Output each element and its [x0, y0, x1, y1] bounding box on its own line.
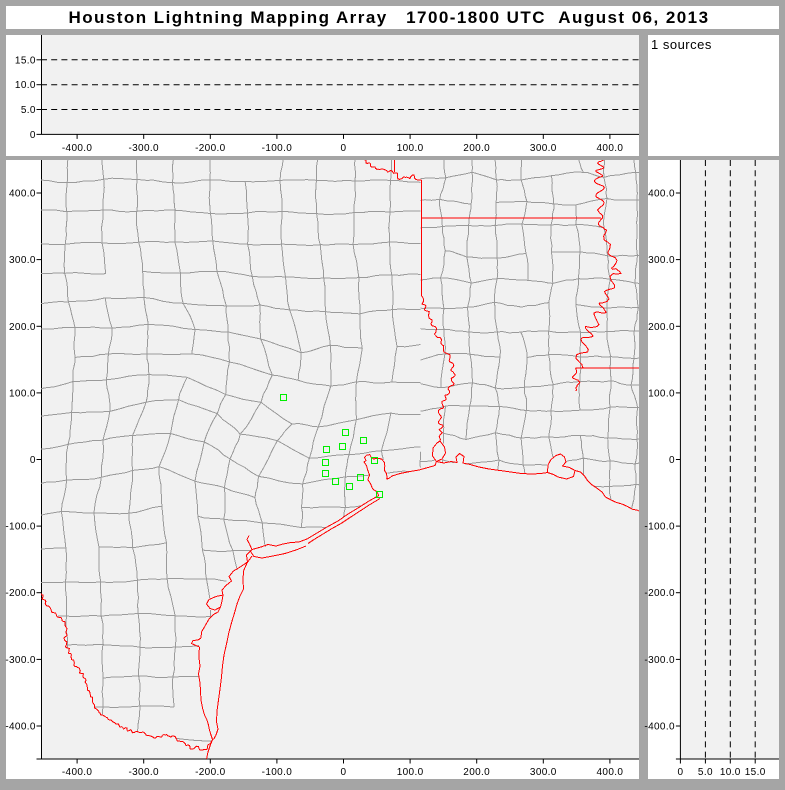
svg-text:-300.0: -300.0	[128, 767, 159, 778]
svg-text:-200.0: -200.0	[195, 767, 226, 778]
svg-text:200.0: 200.0	[9, 322, 36, 333]
svg-text:-300.0: -300.0	[128, 143, 159, 154]
svg-text:0: 0	[30, 455, 36, 466]
svg-text:-300.0: -300.0	[644, 655, 675, 666]
svg-text:300.0: 300.0	[9, 255, 36, 266]
svg-text:300.0: 300.0	[530, 767, 557, 778]
svg-text:200.0: 200.0	[648, 322, 675, 333]
svg-text:400.0: 400.0	[597, 143, 624, 154]
svg-text:1 sources: 1 sources	[651, 37, 712, 52]
svg-text:400.0: 400.0	[9, 189, 36, 200]
svg-text:-200.0: -200.0	[644, 588, 675, 599]
svg-text:400.0: 400.0	[648, 189, 675, 200]
svg-text:-400.0: -400.0	[5, 722, 36, 733]
svg-text:200.0: 200.0	[463, 767, 490, 778]
svg-text:100.0: 100.0	[9, 388, 36, 399]
svg-text:400.0: 400.0	[597, 767, 624, 778]
svg-text:5.0: 5.0	[21, 105, 36, 116]
svg-text:-400.0: -400.0	[644, 722, 675, 733]
svg-text:-100.0: -100.0	[262, 143, 293, 154]
svg-text:300.0: 300.0	[648, 255, 675, 266]
svg-text:-200.0: -200.0	[5, 588, 36, 599]
svg-text:15.0: 15.0	[15, 55, 36, 66]
svg-text:100.0: 100.0	[648, 388, 675, 399]
svg-text:100.0: 100.0	[397, 143, 424, 154]
svg-text:-400.0: -400.0	[62, 143, 93, 154]
svg-text:100.0: 100.0	[397, 767, 424, 778]
svg-text:-100.0: -100.0	[5, 522, 36, 533]
svg-text:-100.0: -100.0	[644, 522, 675, 533]
svg-text:200.0: 200.0	[463, 143, 490, 154]
svg-text:0: 0	[669, 455, 675, 466]
svg-text:-400.0: -400.0	[62, 767, 93, 778]
svg-text:10.0: 10.0	[720, 767, 741, 778]
svg-text:0: 0	[677, 767, 683, 778]
svg-text:Houston Lightning Mapping Arra: Houston Lightning Mapping Array 1700-180…	[69, 8, 710, 27]
svg-text:0: 0	[341, 767, 347, 778]
svg-text:-100.0: -100.0	[262, 767, 293, 778]
svg-text:300.0: 300.0	[530, 143, 557, 154]
svg-text:-300.0: -300.0	[5, 655, 36, 666]
svg-text:5.0: 5.0	[698, 767, 713, 778]
svg-text:15.0: 15.0	[745, 767, 766, 778]
svg-text:10.0: 10.0	[15, 80, 36, 91]
svg-text:-200.0: -200.0	[195, 143, 226, 154]
svg-text:0: 0	[30, 130, 36, 141]
svg-text:0: 0	[341, 143, 347, 154]
